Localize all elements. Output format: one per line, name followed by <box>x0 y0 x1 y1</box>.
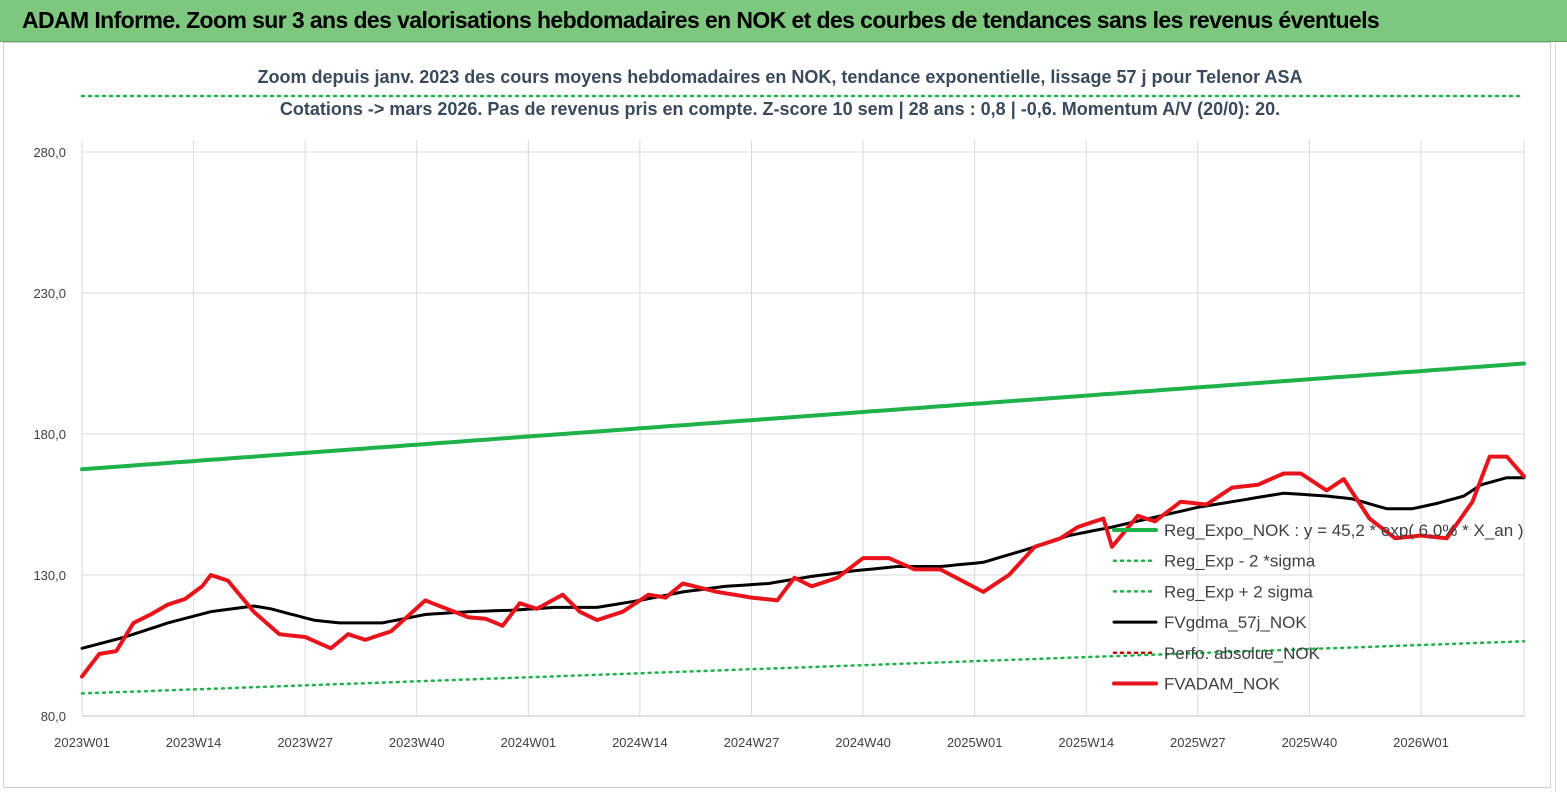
x-tick-label: 2023W14 <box>166 735 222 750</box>
chart-title-line1: Zoom depuis janv. 2023 des cours moyens … <box>258 67 1303 87</box>
series-group <box>80 94 1526 695</box>
legend-label: Reg_Exp + 2 sigma <box>1164 582 1313 601</box>
x-tick-label: 2024W14 <box>612 735 668 750</box>
x-tick-label: 2023W40 <box>389 735 445 750</box>
x-tick-label: 2025W14 <box>1058 735 1114 750</box>
report-title: ADAM Informe. Zoom sur 3 ans des valoris… <box>22 7 1380 33</box>
x-tick-label: 2025W27 <box>1170 735 1226 750</box>
vertical-scrollbar[interactable] <box>1551 42 1567 792</box>
series-line <box>80 361 1526 472</box>
x-tick-label: 2024W27 <box>724 735 780 750</box>
legend-label: FVgdma_57j_NOK <box>1164 613 1307 632</box>
legend-label: Reg_Exp - 2 *sigma <box>1164 552 1316 571</box>
series-line <box>80 640 1526 695</box>
x-tick-label: 2023W27 <box>277 735 333 750</box>
x-tick-label: 2026W01 <box>1393 735 1449 750</box>
scrollbar-track[interactable] <box>1555 42 1565 792</box>
y-axis: 80,0 130,0 180,0 230,0 280,0 <box>33 145 66 724</box>
x-tick-label: 2024W01 <box>501 735 557 750</box>
series-line <box>80 476 1526 650</box>
x-axis: 2023W01 2023W14 2023W27 2023W40 2024W01 2024W… <box>54 735 1449 750</box>
chart-title-line2: Cotations -> mars 2026. Pas de revenus p… <box>280 99 1280 119</box>
chart-frame <box>3 42 1551 788</box>
legend-label: Perfo. absolue_NOK <box>1164 644 1321 663</box>
x-tick-label: 2025W40 <box>1282 735 1338 750</box>
y-tick-label: 280,0 <box>33 145 66 160</box>
x-tick-label: 2024W40 <box>835 735 891 750</box>
x-tick-label: 2025W01 <box>947 735 1003 750</box>
series-line <box>80 454 1526 679</box>
legend: Reg_Expo_NOK : y = 45,2 * exp( 6,0% * X_… <box>1112 521 1524 694</box>
y-tick-label: 130,0 <box>33 568 66 583</box>
y-tick-label: 80,0 <box>41 709 66 724</box>
report-banner: ADAM Informe. Zoom sur 3 ans des valoris… <box>0 0 1567 42</box>
grid-lines <box>81 140 1525 717</box>
y-tick-label: 180,0 <box>33 427 66 442</box>
y-tick-label: 230,0 <box>33 286 66 301</box>
legend-label: Reg_Expo_NOK : y = 45,2 * exp( 6,0% * X_… <box>1164 521 1524 540</box>
legend-label: FVADAM_NOK <box>1164 675 1281 694</box>
x-tick-label: 2023W01 <box>54 735 110 750</box>
